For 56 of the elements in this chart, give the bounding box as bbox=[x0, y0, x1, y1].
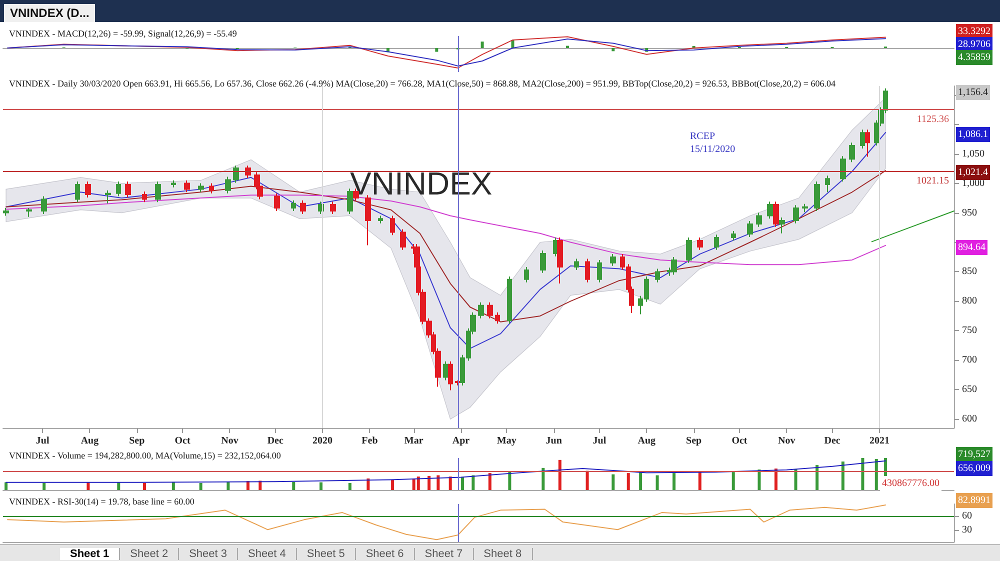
ref-line-label: 1021.15 bbox=[916, 175, 949, 186]
x-tick-label: May bbox=[496, 436, 516, 446]
y-tick-label: 850 bbox=[962, 266, 977, 278]
y-tick-label: 700 bbox=[962, 354, 977, 366]
chart-subtitle: VNINDEX - MACD(12,26) = -59.99, Signal(12,26,9) = -55.49 bbox=[9, 28, 238, 38]
x-tick-label: Sep bbox=[686, 436, 702, 446]
y-tick-label: 750 bbox=[962, 325, 977, 336]
x-tick-label: Oct bbox=[732, 436, 748, 446]
x-tick-label: Jul bbox=[36, 436, 50, 446]
chart-subtitle: VNINDEX - Daily 30/03/2020 Open 663.91, Hi 665.56, Lo 657.36, Close 662.26 (-4.9%) MA(Close,20) = 766.28, MA1(Close,50) = 868.88, MA2(Close,200) = 951.99, BBTop(Close,20,2) = 926.53, BBBot(Close,20,2) = 606.04 bbox=[9, 78, 836, 88]
x-tick-label: Mar bbox=[404, 436, 424, 446]
annotation: RCEP 15/11/2020 bbox=[690, 131, 736, 155]
text: Sheet 8 bbox=[474, 548, 533, 560]
chart-title: VNINDEX (D... bbox=[4, 4, 96, 22]
x-tick-label: Aug bbox=[638, 436, 656, 446]
x-tick-label: 2020 bbox=[312, 436, 333, 446]
x-tick-label: 2021 bbox=[869, 436, 890, 446]
text: Sheet 3 bbox=[179, 548, 238, 560]
text: 4.35859 bbox=[958, 52, 990, 63]
text: 894.64 bbox=[958, 242, 986, 253]
text: 1,156.4 bbox=[958, 87, 988, 98]
x-tick-label: Dec bbox=[267, 436, 284, 446]
text: 33.3292 bbox=[958, 26, 990, 37]
y-tick-label: 800 bbox=[962, 296, 977, 307]
chart-subtitle: VNINDEX - Volume = 194,282,800.00, MA(Volume,15) = 232,152,064.00 bbox=[9, 450, 282, 460]
x-tick-label: Nov bbox=[778, 436, 796, 446]
text: 1,086.1 bbox=[958, 129, 988, 140]
text: Sheet 4 bbox=[238, 548, 297, 560]
text: 28.9706 bbox=[958, 39, 990, 50]
ref-line-label: 1125.36 bbox=[916, 114, 949, 125]
x-tick-label: Feb bbox=[362, 436, 378, 446]
x-tick-label: Oct bbox=[174, 436, 191, 446]
x-tick-label: Aug bbox=[80, 436, 99, 446]
text: Sheet 7 bbox=[414, 548, 474, 560]
x-tick-label: Nov bbox=[221, 436, 238, 446]
text: 1,021.4 bbox=[958, 167, 988, 178]
y-tick-label: 600 bbox=[962, 414, 977, 425]
text: 719,527 bbox=[958, 449, 990, 460]
annotation: 430867776.00 bbox=[882, 478, 940, 489]
y-tick-label: 950 bbox=[962, 207, 977, 218]
y-tick-label: 30 bbox=[962, 524, 972, 536]
text: Sheet 2 bbox=[120, 548, 180, 560]
chart-subtitle: VNINDEX - RSI-30(14) = 19.78, base line = 60.00 bbox=[9, 496, 195, 506]
y-tick-label: 1,050 bbox=[962, 148, 984, 160]
y-tick-label: 650 bbox=[962, 384, 977, 396]
x-tick-label: Dec bbox=[824, 436, 841, 446]
text: Sheet 5 bbox=[296, 548, 356, 560]
x-tick-label: Jul bbox=[592, 436, 606, 446]
text: Sheet 6 bbox=[356, 548, 415, 560]
x-tick-label: Apr bbox=[452, 436, 470, 446]
y-tick-label: 60 bbox=[962, 510, 972, 522]
x-tick-label: Sep bbox=[129, 436, 146, 446]
text: 656,009 bbox=[958, 463, 990, 474]
text: Sheet 1 bbox=[60, 548, 120, 560]
text: 82.8991 bbox=[958, 495, 990, 506]
x-tick-label: Jun bbox=[546, 436, 562, 446]
